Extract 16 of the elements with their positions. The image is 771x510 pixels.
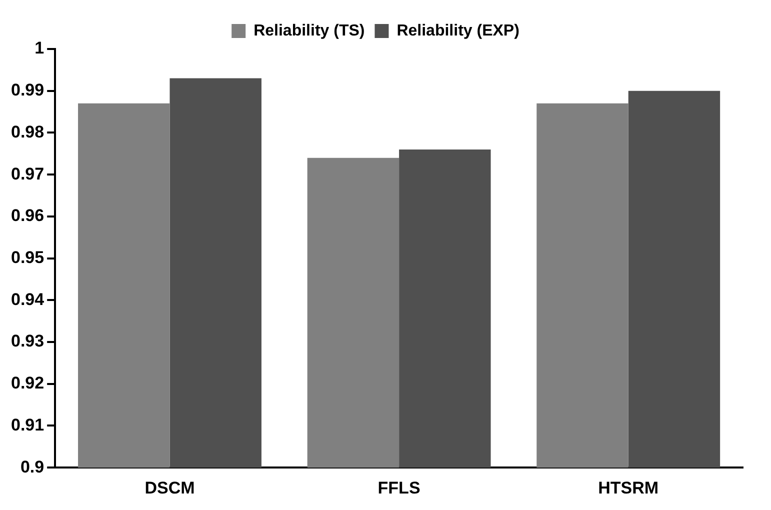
y-tick-label: 0.9	[20, 457, 44, 476]
x-tick-label: FFLS	[378, 478, 420, 498]
x-tick-label: DSCM	[144, 478, 195, 498]
y-tick-label: 0.93	[10, 332, 44, 351]
y-tick-label: 0.99	[10, 80, 44, 100]
y-tick-label: 0.91	[10, 415, 44, 434]
y-tick-label: 1	[34, 38, 44, 58]
y-tick-label: 0.96	[10, 206, 44, 226]
y-tick-label: 0.92	[10, 374, 44, 393]
y-tick-label: 0.94	[10, 290, 45, 309]
y-tick-label: 0.98	[10, 122, 44, 142]
legend-label: Reliability (EXP)	[396, 22, 520, 40]
legend-label: Reliability (TS)	[254, 22, 365, 40]
y-tick-label: 0.95	[10, 248, 44, 267]
y-tick-label: 0.97	[10, 164, 44, 184]
x-tick-label: HTSRM	[598, 478, 659, 498]
